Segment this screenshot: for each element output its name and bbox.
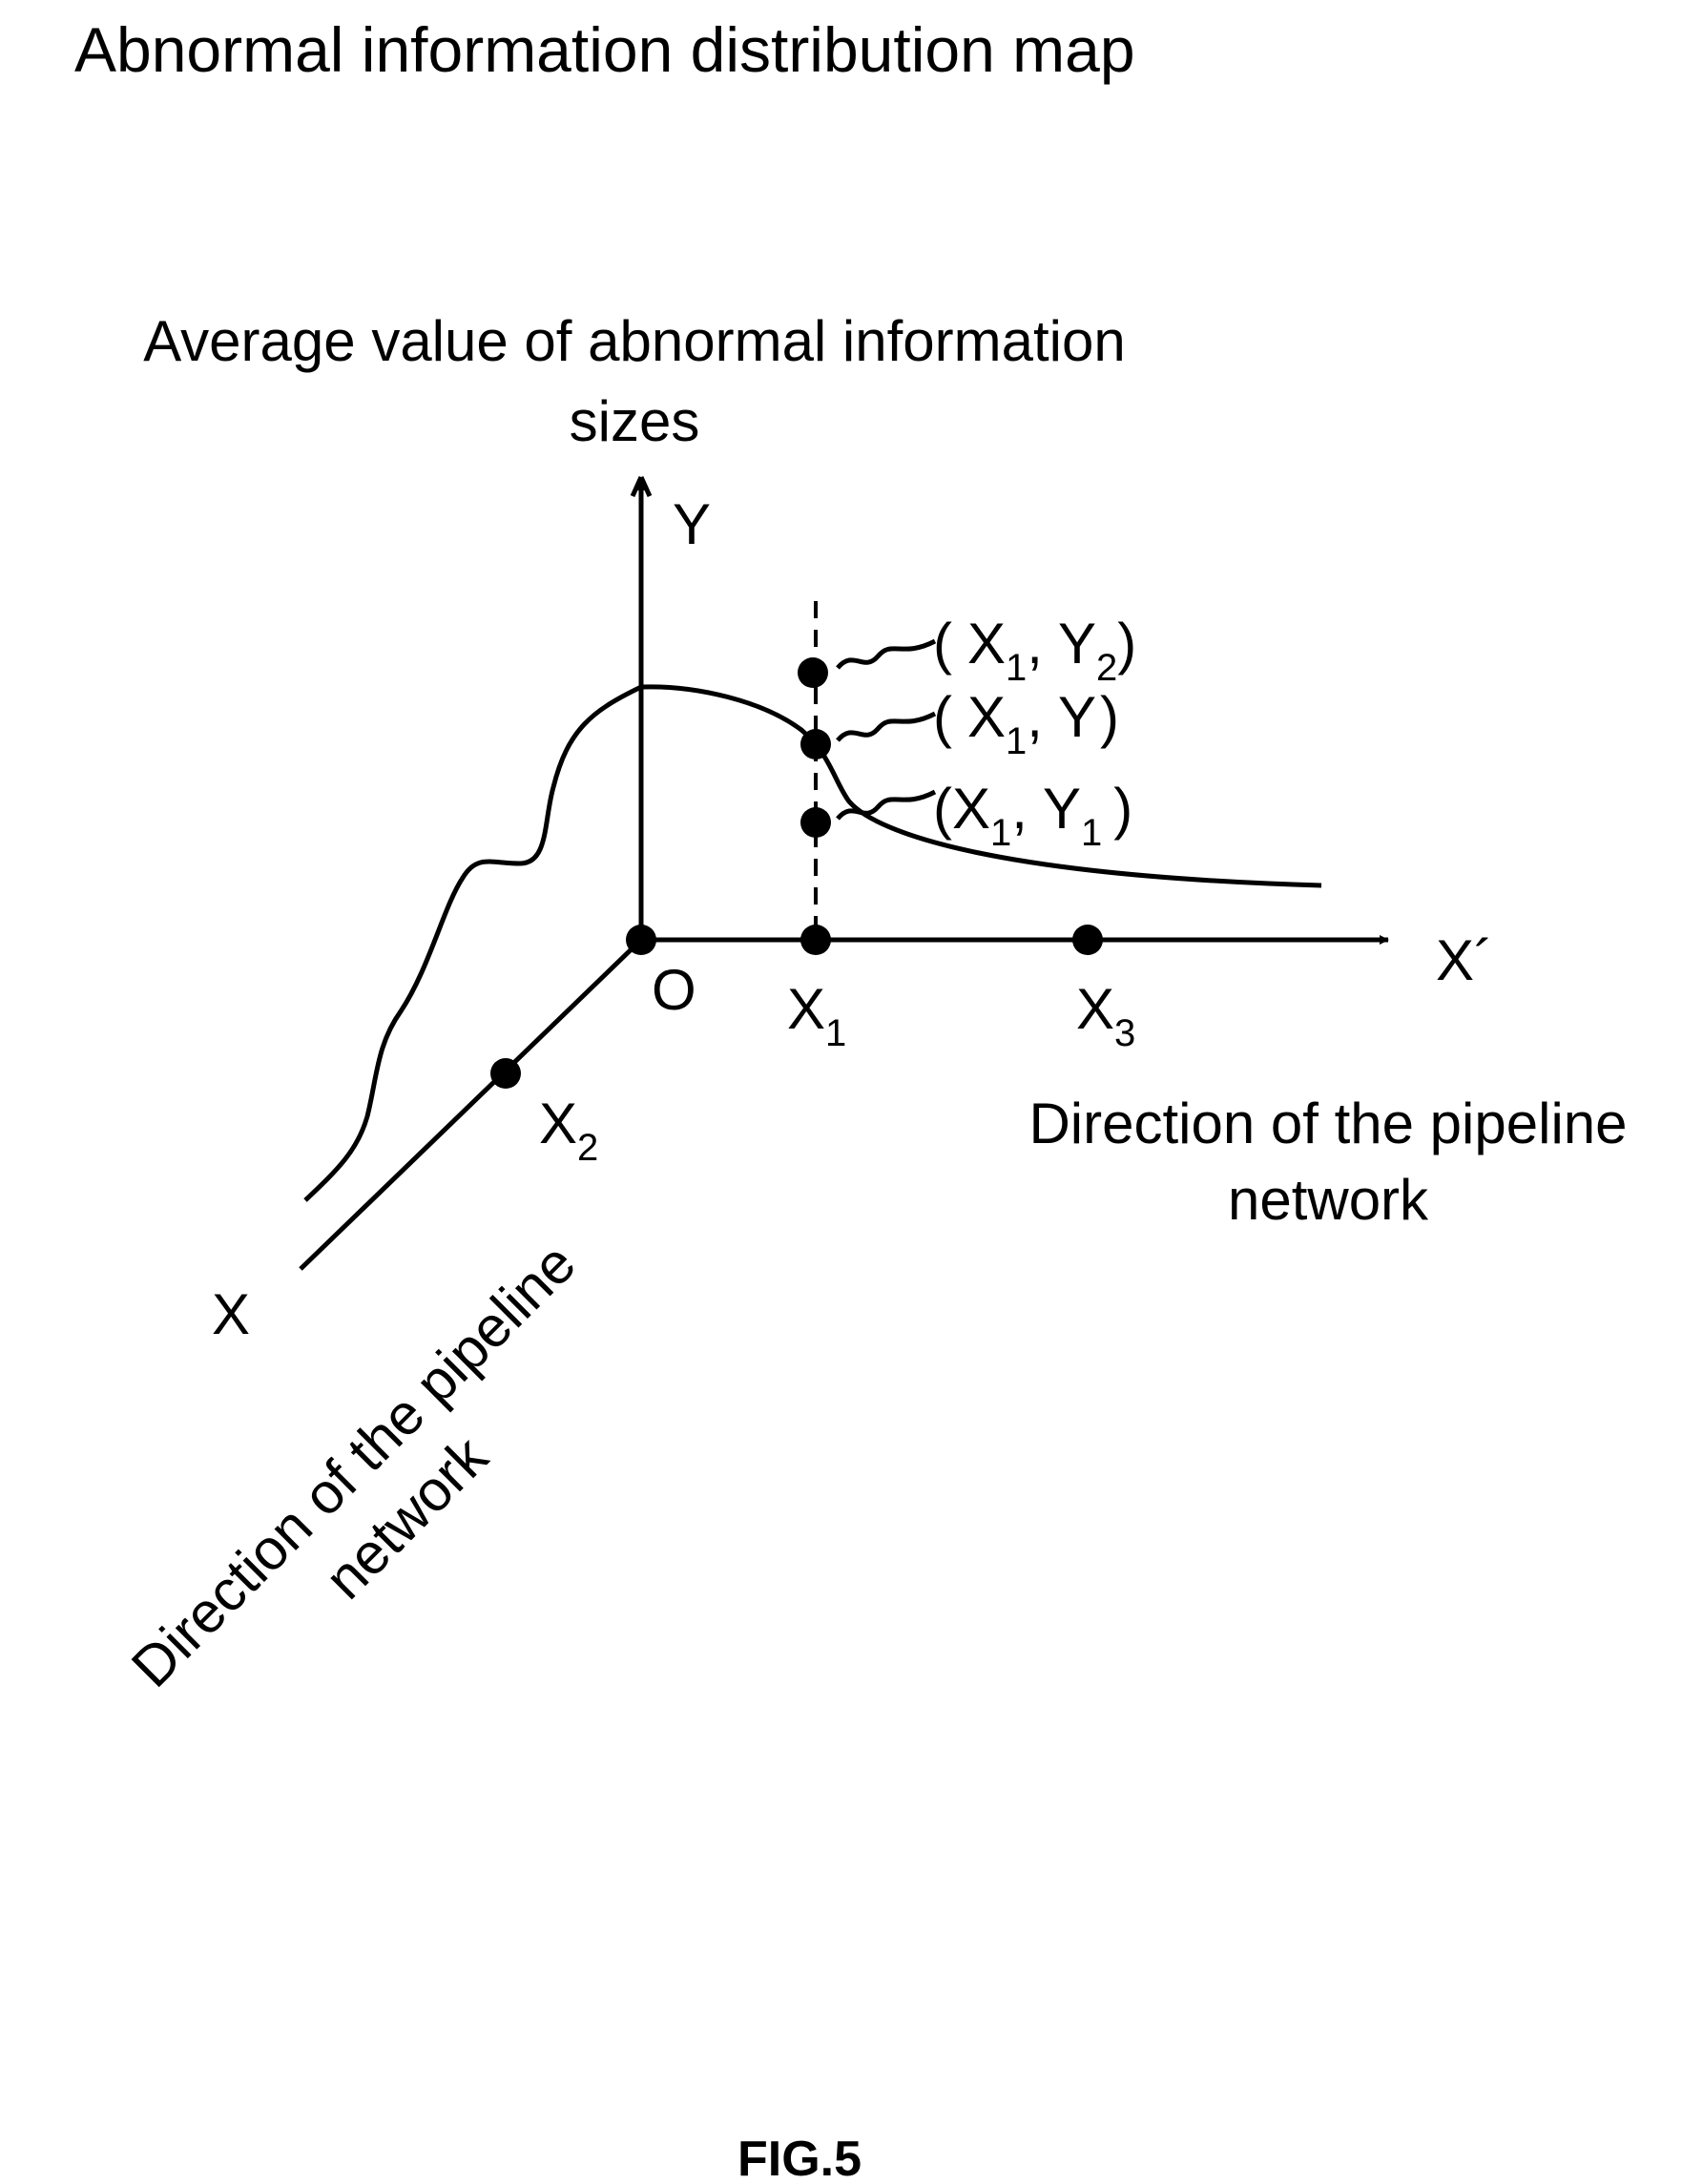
leader-bottom (836, 789, 937, 821)
callout-x1-y: (X1, Y) (933, 685, 1119, 762)
y-axis-label-line2: sizes (570, 389, 700, 453)
x1-axis-label: X1 (787, 977, 846, 1054)
callout-x1-y1: (X1, Y1) (933, 777, 1132, 854)
leader-middle (836, 711, 937, 742)
y-axis-label-line1: Average value of abnormal information (143, 309, 1126, 373)
origin-point (626, 925, 656, 955)
y-axis-arrow-right (638, 475, 653, 498)
leader-top (836, 638, 937, 670)
point-x1-y (800, 729, 831, 759)
y-axis-arrow-left (630, 475, 644, 498)
x2-point (490, 1058, 521, 1089)
callout-x1-y2: (X1, Y2) (933, 612, 1136, 689)
figure-label: FIG.5 (737, 2132, 862, 2184)
diagram-title: Abnormal information distribution map (74, 14, 1135, 85)
x-prime-axis-symbol: X´ (1436, 928, 1493, 992)
x3-point (1072, 925, 1103, 955)
x-prime-axis-label-line2: network (1228, 1168, 1429, 1232)
point-x1-y2 (798, 657, 828, 688)
x-axis-symbol: X (212, 1282, 250, 1346)
x-axis-label: Direction of the pipeline network (119, 1231, 588, 1699)
y-axis-symbol: Y (673, 492, 711, 556)
x-axis-line (299, 938, 643, 1271)
x-prime-axis-label-line1: Direction of the pipeline (1028, 1092, 1627, 1155)
x1-point (800, 925, 831, 955)
origin-label: O (652, 958, 696, 1022)
x2-axis-label: X2 (539, 1092, 598, 1169)
x-axis-label-line1: Direction of the pipeline (119, 1231, 588, 1699)
point-x1-y1 (800, 807, 831, 838)
x3-axis-label: X3 (1076, 977, 1135, 1054)
